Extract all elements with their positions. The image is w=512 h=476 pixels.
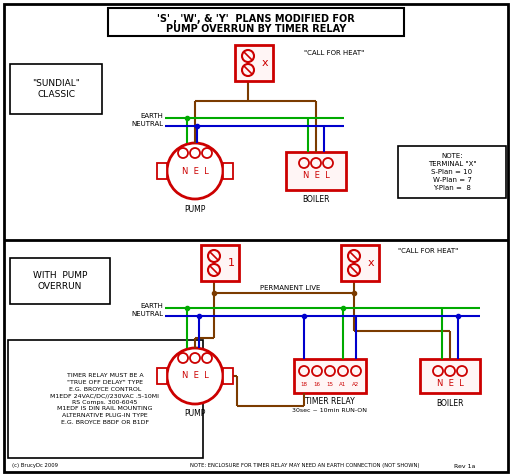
Circle shape [433,366,443,376]
Text: PUMP OVERRUN BY TIMER RELAY: PUMP OVERRUN BY TIMER RELAY [166,24,346,34]
Circle shape [312,366,322,376]
Text: NOTE:
TERMINAL "X"
S-Plan = 10
W-Plan = 7
Y-Plan =  8: NOTE: TERMINAL "X" S-Plan = 10 W-Plan = … [428,153,476,191]
Bar [420,359,480,393]
Text: N  E  L: N E L [303,171,329,180]
Circle shape [325,366,335,376]
Text: A1: A1 [339,381,347,387]
Text: 16: 16 [313,381,321,387]
Text: 15: 15 [327,381,333,387]
Bar [294,359,366,393]
Circle shape [299,366,309,376]
Circle shape [242,64,254,76]
Circle shape [178,353,188,363]
Text: PERMANENT LIVE: PERMANENT LIVE [260,285,320,291]
Circle shape [348,264,360,276]
Text: PUMP: PUMP [184,409,206,418]
Text: 'S' , 'W', & 'Y'  PLANS MODIFIED FOR: 'S' , 'W', & 'Y' PLANS MODIFIED FOR [157,14,355,24]
Bar [157,368,167,384]
Text: x: x [262,58,268,68]
Text: (c) BrucyDc 2009: (c) BrucyDc 2009 [12,464,58,468]
Circle shape [208,250,220,262]
Text: N  E  L: N E L [182,371,208,380]
Text: Rev 1a: Rev 1a [454,464,476,468]
Text: NEUTRAL: NEUTRAL [131,121,163,127]
Bar [201,245,239,281]
Text: WITH  PUMP
OVERRUN: WITH PUMP OVERRUN [33,270,87,291]
Circle shape [445,366,455,376]
Bar [398,146,506,198]
Text: 18: 18 [301,381,308,387]
Circle shape [338,366,348,376]
Circle shape [242,50,254,62]
Text: NOTE: ENCLOSURE FOR TIMER RELAY MAY NEED AN EARTH CONNECTION (NOT SHOWN): NOTE: ENCLOSURE FOR TIMER RELAY MAY NEED… [190,464,420,468]
Bar [341,245,379,281]
Text: 1: 1 [227,258,234,268]
Bar [108,8,404,36]
Bar [223,368,233,384]
Circle shape [178,148,188,158]
Bar [286,152,346,190]
Text: N  E  L: N E L [182,167,208,176]
Text: "CALL FOR HEAT": "CALL FOR HEAT" [304,50,364,56]
Text: "CALL FOR HEAT": "CALL FOR HEAT" [398,248,458,254]
Text: EARTH: EARTH [140,113,163,119]
Text: 30sec ~ 10min RUN-ON: 30sec ~ 10min RUN-ON [292,408,368,414]
Circle shape [190,353,200,363]
Circle shape [351,366,361,376]
Bar [223,163,233,179]
Circle shape [457,366,467,376]
Circle shape [190,148,200,158]
Circle shape [348,250,360,262]
Text: TIMER RELAY MUST BE A
"TRUE OFF DELAY" TYPE
E.G. BROYCE CONTROL
M1EDF 24VAC/DC//: TIMER RELAY MUST BE A "TRUE OFF DELAY" T… [51,373,160,425]
Bar [8,340,203,458]
Text: BOILER: BOILER [302,195,330,204]
Circle shape [208,264,220,276]
Circle shape [311,158,321,168]
Bar [235,45,273,81]
Text: NEUTRAL: NEUTRAL [131,311,163,317]
Circle shape [202,353,212,363]
Bar [10,258,110,304]
Text: "SUNDIAL"
CLASSIC: "SUNDIAL" CLASSIC [32,79,80,99]
Circle shape [299,158,309,168]
Circle shape [323,158,333,168]
Circle shape [202,148,212,158]
Circle shape [167,348,223,404]
Text: BOILER: BOILER [436,399,464,408]
Text: TIMER RELAY: TIMER RELAY [305,397,355,406]
Text: A2: A2 [352,381,359,387]
Text: PUMP: PUMP [184,205,206,214]
Circle shape [167,143,223,199]
Bar [10,64,102,114]
Text: x: x [368,258,374,268]
Bar [157,163,167,179]
Text: EARTH: EARTH [140,303,163,309]
Text: N  E  L: N E L [437,379,463,388]
